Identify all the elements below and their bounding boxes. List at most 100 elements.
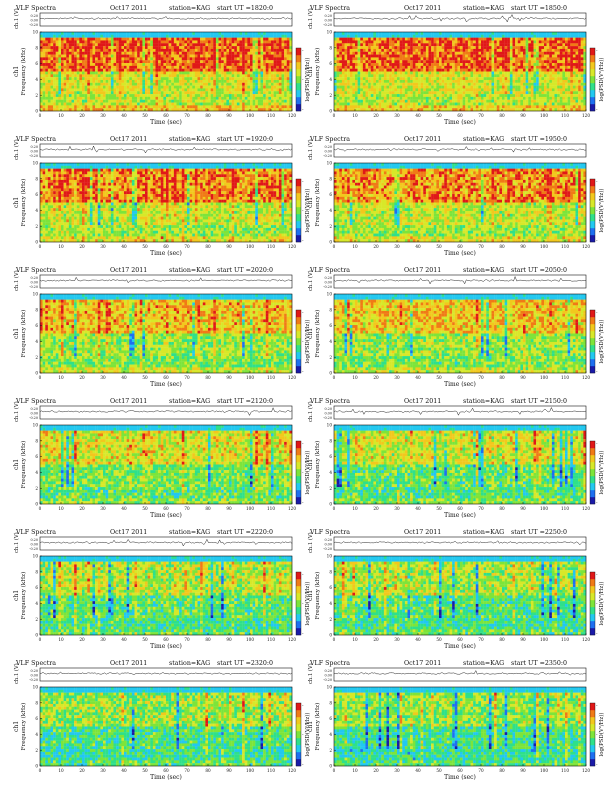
heatmap-cell (137, 60, 140, 63)
heatmap-cell (142, 103, 145, 106)
heatmap-cell (153, 52, 156, 55)
heatmap-cell (240, 52, 243, 55)
heatmap-cell (161, 46, 164, 49)
heatmap-cell (98, 94, 101, 97)
heatmap-cell (161, 94, 164, 97)
heatmap-cell (135, 94, 138, 97)
heatmap-cell (184, 60, 187, 63)
heatmap-cell (190, 43, 193, 46)
heatmap-cell (166, 88, 169, 91)
heatmap-cell (72, 49, 75, 52)
heatmap-cell (200, 83, 203, 86)
heatmap-cell (161, 86, 164, 89)
heatmap-cell (205, 69, 208, 72)
heatmap-cell (179, 77, 182, 80)
heatmap-cell (182, 46, 185, 49)
heatmap-cell (116, 88, 119, 91)
heatmap-cell (192, 63, 195, 66)
heatmap-cell (116, 63, 119, 66)
heatmap-cell (124, 88, 127, 91)
heatmap-cell (237, 97, 240, 100)
heatmap-cell (156, 74, 159, 77)
heatmap-cell (205, 38, 208, 41)
heatmap-cell (213, 72, 216, 75)
heatmap-cell (192, 35, 195, 38)
heatmap-cell (195, 100, 198, 103)
heatmap-cell (40, 80, 43, 83)
heatmap-cell (106, 86, 109, 89)
heatmap-cell (66, 63, 69, 66)
heatmap-cell (171, 49, 174, 52)
heatmap-cell (229, 69, 232, 72)
heatmap-cell (184, 72, 187, 75)
heatmap-cell (51, 66, 54, 69)
heatmap-cell (163, 105, 166, 108)
heatmap-cell (153, 86, 156, 89)
heatmap-cell (72, 91, 75, 94)
heatmap-cell (205, 66, 208, 69)
heatmap-cell (114, 35, 117, 38)
heatmap-cell (127, 74, 130, 77)
heatmap-cell (166, 97, 169, 100)
heatmap-cell (142, 38, 145, 41)
heatmap-cell (161, 100, 164, 103)
heatmap-cell (140, 63, 143, 66)
heatmap-cell (93, 80, 96, 83)
heatmap-cell (200, 63, 203, 66)
heatmap-cell (111, 69, 114, 72)
heatmap-cell (53, 80, 56, 83)
heatmap-cell (90, 32, 93, 35)
heatmap-cell (77, 49, 80, 52)
heatmap-cell (90, 77, 93, 80)
heatmap-cell (145, 100, 148, 103)
heatmap-cell (179, 74, 182, 77)
heatmap-cell (45, 49, 48, 52)
heatmap-cell (174, 74, 177, 77)
heatmap-cell (108, 52, 111, 55)
heatmap-cell (74, 74, 77, 77)
heatmap-cell (213, 46, 216, 49)
heatmap-cell (103, 49, 106, 52)
heatmap-cell (124, 57, 127, 60)
heatmap-cell (111, 60, 114, 63)
heatmap-cell (82, 46, 85, 49)
heatmap-cell (137, 103, 140, 106)
heatmap-cell (216, 40, 219, 43)
heatmap-cell (195, 86, 198, 89)
heatmap-cell (142, 69, 145, 72)
heatmap-cell (90, 74, 93, 77)
heatmap-cell (116, 72, 119, 75)
heatmap-cell (108, 94, 111, 97)
heatmap-cell (100, 88, 103, 91)
heatmap-cell (221, 66, 224, 69)
heatmap-cell (135, 86, 138, 89)
heatmap-cell (140, 86, 143, 89)
heatmap-cell (208, 91, 211, 94)
heatmap-cell (211, 105, 214, 108)
heatmap-cell (116, 91, 119, 94)
heatmap-cell (61, 60, 64, 63)
heatmap-cell (213, 35, 216, 38)
heatmap-cell (184, 35, 187, 38)
heatmap-cell (211, 32, 214, 35)
heatmap-cell (85, 88, 88, 91)
heatmap-cell (216, 86, 219, 89)
heatmap-cell (137, 97, 140, 100)
heatmap-cell (195, 83, 198, 86)
heatmap-cell (77, 43, 80, 46)
heatmap-cell (171, 69, 174, 72)
heatmap-cell (56, 55, 59, 58)
heatmap-cell (103, 72, 106, 75)
heatmap-cell (198, 80, 201, 83)
heatmap-cell (51, 35, 54, 38)
heatmap-cell (64, 43, 67, 46)
heatmap-cell (211, 55, 214, 58)
heatmap-cell (198, 74, 201, 77)
heatmap-cell (100, 83, 103, 86)
heatmap-cell (111, 49, 114, 52)
heatmap-cell (119, 72, 122, 75)
heatmap-cell (187, 63, 190, 66)
heatmap-cell (124, 69, 127, 72)
heatmap-cell (140, 57, 143, 60)
heatmap-cell (43, 100, 46, 103)
